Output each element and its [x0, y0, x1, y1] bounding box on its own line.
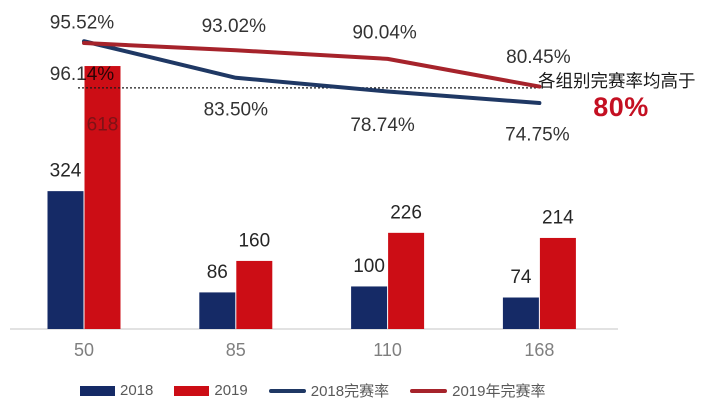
bar-label-2019-85: 160 [238, 230, 270, 251]
bar-label-2018-85: 86 [207, 262, 228, 283]
pct-label-2019年完赛率-168: 80.45% [506, 47, 571, 68]
bar-2018-110 [351, 286, 388, 329]
bar-label-2018-110: 100 [353, 256, 385, 277]
legend-item-2018-bars: 2018 [80, 382, 153, 399]
annotation: 各组别完赛率均高于 80% [538, 71, 702, 123]
pct-label-2019年完赛率-85: 93.02% [202, 16, 267, 37]
legend-label-2019-line: 2019年完赛率 [452, 383, 546, 400]
pct-label-2019年完赛率-110: 90.04% [352, 22, 417, 43]
annotation-text: 各组别完赛率均高于 [538, 71, 696, 91]
legend-item-2019-line: 2019年完赛率 [410, 380, 546, 401]
legend-swatch-2019-line [410, 388, 448, 393]
legend-label-2019-bar: 2019 [214, 382, 248, 399]
pct-label-2019年完赛率-50: 95.52% [50, 13, 115, 34]
bar-2019-168 [539, 237, 576, 329]
category-label-50: 50 [74, 340, 94, 360]
line-2018完赛率 [82, 39, 542, 106]
bar-label-2019-110: 226 [390, 202, 422, 223]
legend-swatch-2019-bar [174, 385, 210, 396]
line-2019年完赛率 [82, 41, 542, 89]
bar-2018-85 [199, 292, 236, 329]
legend-label-2018-bar: 2018 [120, 382, 154, 399]
legend-item-2018-line: 2018完赛率 [268, 380, 390, 401]
category-label-85: 85 [226, 340, 246, 360]
bar-label-2018-50: 324 [50, 161, 82, 182]
pct-label-2018完赛率-168: 74.75% [505, 125, 570, 146]
pct-label-2018完赛率-110: 78.74% [350, 115, 415, 136]
pct-label-2018完赛率-85: 83.50% [204, 99, 269, 120]
bar-2019-50 [84, 66, 121, 329]
pct-label-2018完赛率-50: 96.14% [50, 64, 115, 85]
annotation-highlight: 80% [593, 92, 649, 123]
bar-2019-110 [388, 232, 425, 329]
bar-2019-85 [236, 260, 273, 329]
bar-label-2019-168: 214 [542, 207, 574, 228]
legend-swatch-2018-bar [80, 385, 115, 396]
bar-2018-50 [47, 191, 84, 329]
bar-2018-168 [502, 297, 539, 329]
legend-label-2018-line: 2018完赛率 [310, 383, 390, 400]
bar-label-2019-50: 618 [87, 115, 119, 136]
category-label-168: 168 [524, 340, 554, 360]
legend-item-2019-bars: 2019 [174, 382, 248, 399]
bar-label-2018-168: 74 [510, 267, 532, 288]
category-label-110: 110 [373, 340, 402, 360]
legend-swatch-2018-line [268, 388, 306, 393]
legend: 2018 2019 2018完赛率 2019年完赛率 [80, 380, 546, 401]
